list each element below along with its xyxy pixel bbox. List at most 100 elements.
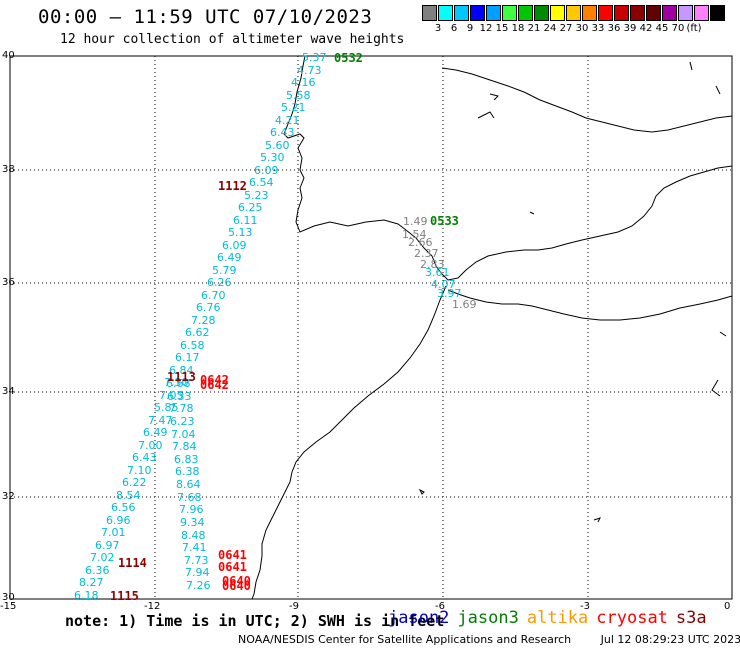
wave-height-value: 1.54 (402, 228, 427, 241)
wave-height-value: 2.37 (414, 247, 439, 260)
wave-height-value: 6.49 (217, 251, 242, 264)
credits: NOAA/NESDIS Center for Satellite Applica… (238, 633, 740, 646)
color-swatch (630, 5, 645, 21)
wave-height-value: 7.28 (191, 314, 216, 327)
satellite-legend-item: s3a (675, 608, 707, 628)
wave-height-value: 7.02 (90, 551, 115, 564)
color-bar-label: 36 (607, 23, 621, 34)
wave-height-value: 6.17 (175, 351, 200, 364)
wave-height-value: 6.23 (170, 415, 195, 428)
wave-height-value: 7.10 (127, 464, 152, 477)
page-subtitle: 12 hour collection of altimeter wave hei… (60, 32, 405, 47)
color-swatch (454, 5, 469, 21)
pass-time-label: 0532 (334, 51, 363, 65)
wave-height-value: 2.83 (420, 258, 445, 271)
color-swatch (662, 5, 677, 21)
wave-height-value: 2.66 (408, 236, 433, 249)
wave-height-value: 5.13 (228, 226, 253, 239)
color-swatch (678, 5, 693, 21)
pass-time-label: 0642 (200, 373, 229, 387)
color-swatch (518, 5, 533, 21)
pass-time-label: 1113 (167, 370, 196, 384)
wave-height-value: 8.54 (116, 489, 141, 502)
wave-height-value: 8.27 (79, 576, 104, 589)
wave-height-value: 6.43 (270, 126, 295, 139)
wave-height-value: 6.83 (174, 453, 199, 466)
wave-height-value: 4.21 (275, 114, 300, 127)
wave-height-value: 3.97 (437, 287, 462, 300)
lat-label: 30 (2, 592, 15, 603)
lon-label: 0 (724, 601, 731, 612)
wave-height-value: 5.30 (260, 151, 285, 164)
lon-label: -6 (435, 601, 445, 612)
wave-height-value: 6.26 (207, 276, 232, 289)
wave-height-value: 4.16 (291, 76, 316, 89)
lat-label: 34 (2, 386, 15, 397)
wave-height-value: 3.61 (425, 266, 450, 279)
color-swatch (694, 5, 709, 21)
color-swatch (534, 5, 549, 21)
track-values: 5.374.734.165.585.214.216.435.605.306.09… (74, 51, 477, 602)
wave-height-value: 4.07 (431, 278, 456, 291)
wave-height-value: 6.36 (85, 564, 110, 577)
wave-height-value: 6.96 (106, 514, 131, 527)
wave-height-value: 5.85 (154, 401, 179, 414)
wave-height-value: 7.84 (172, 440, 197, 453)
wave-height-value: 7.01 (101, 526, 126, 539)
wave-height-value: 7.41 (182, 541, 207, 554)
wave-height-value: 6.38 (175, 465, 200, 478)
color-swatch (470, 5, 485, 21)
wave-height-value: 6.09 (222, 239, 247, 252)
wave-height-value: 4.73 (297, 64, 322, 77)
color-bar-label: 18 (511, 23, 525, 34)
wave-height-value: 6.43 (132, 451, 157, 464)
color-bar-label: 9 (466, 23, 474, 34)
satellite-legend-item: cryosat (596, 608, 668, 628)
wave-height-value: 5.37 (302, 51, 327, 64)
satellite-legend-item: altika (526, 608, 589, 628)
footer-note: note: 1) Time is in UTC; 2) SWH is in fe… (65, 612, 445, 630)
wave-height-value: 7.04 (171, 428, 196, 441)
color-swatch (486, 5, 501, 21)
color-bar-label: 21 (527, 23, 541, 34)
pass-time-label: 1114 (118, 556, 147, 570)
color-swatch (582, 5, 597, 21)
pass-time-label: 1115 (110, 589, 139, 603)
coastline (251, 55, 733, 600)
wave-height-value: 7.96 (179, 503, 204, 516)
color-bar-label: 45 (655, 23, 669, 34)
pass-time-label: 0641 (218, 560, 247, 574)
color-swatch (438, 5, 453, 21)
color-bar-label: 33 (591, 23, 605, 34)
lat-label: 38 (2, 164, 15, 175)
color-bar-label: 15 (495, 23, 509, 34)
wave-height-value: 8.64 (176, 478, 201, 491)
pass-time-label: 0640 (222, 574, 251, 588)
wave-height-value: 7.78 (169, 402, 194, 415)
wave-height-value: 1.49 (403, 215, 428, 228)
color-swatch (502, 5, 517, 21)
color-swatch (598, 5, 613, 21)
wave-height-value: 7.26 (186, 579, 211, 592)
lat-label: 32 (2, 491, 15, 502)
wave-height-value: 5.21 (281, 101, 306, 114)
wave-height-value: 6.11 (233, 214, 258, 227)
wave-height-value: 7.00 (138, 439, 163, 452)
wave-height-value: 6.09 (254, 164, 279, 177)
color-swatch (710, 5, 725, 21)
wave-height-value: 8.48 (181, 529, 206, 542)
wave-height-value: 6.49 (143, 426, 168, 439)
lat-label: 40 (2, 50, 15, 61)
pass-time-label: 0640 (222, 579, 251, 593)
lon-label: -3 (580, 601, 590, 612)
wave-height-value: 6.18 (74, 589, 99, 602)
satellite-legend-item: jason3 (457, 608, 519, 628)
wave-height-value: 6.56 (111, 501, 136, 514)
graticule (10, 56, 732, 599)
wave-height-value: 5.60 (265, 139, 290, 152)
wave-height-value: 5.58 (286, 89, 311, 102)
wave-height-value: 7.94 (185, 566, 210, 579)
color-bar-label: 3 (434, 23, 442, 34)
